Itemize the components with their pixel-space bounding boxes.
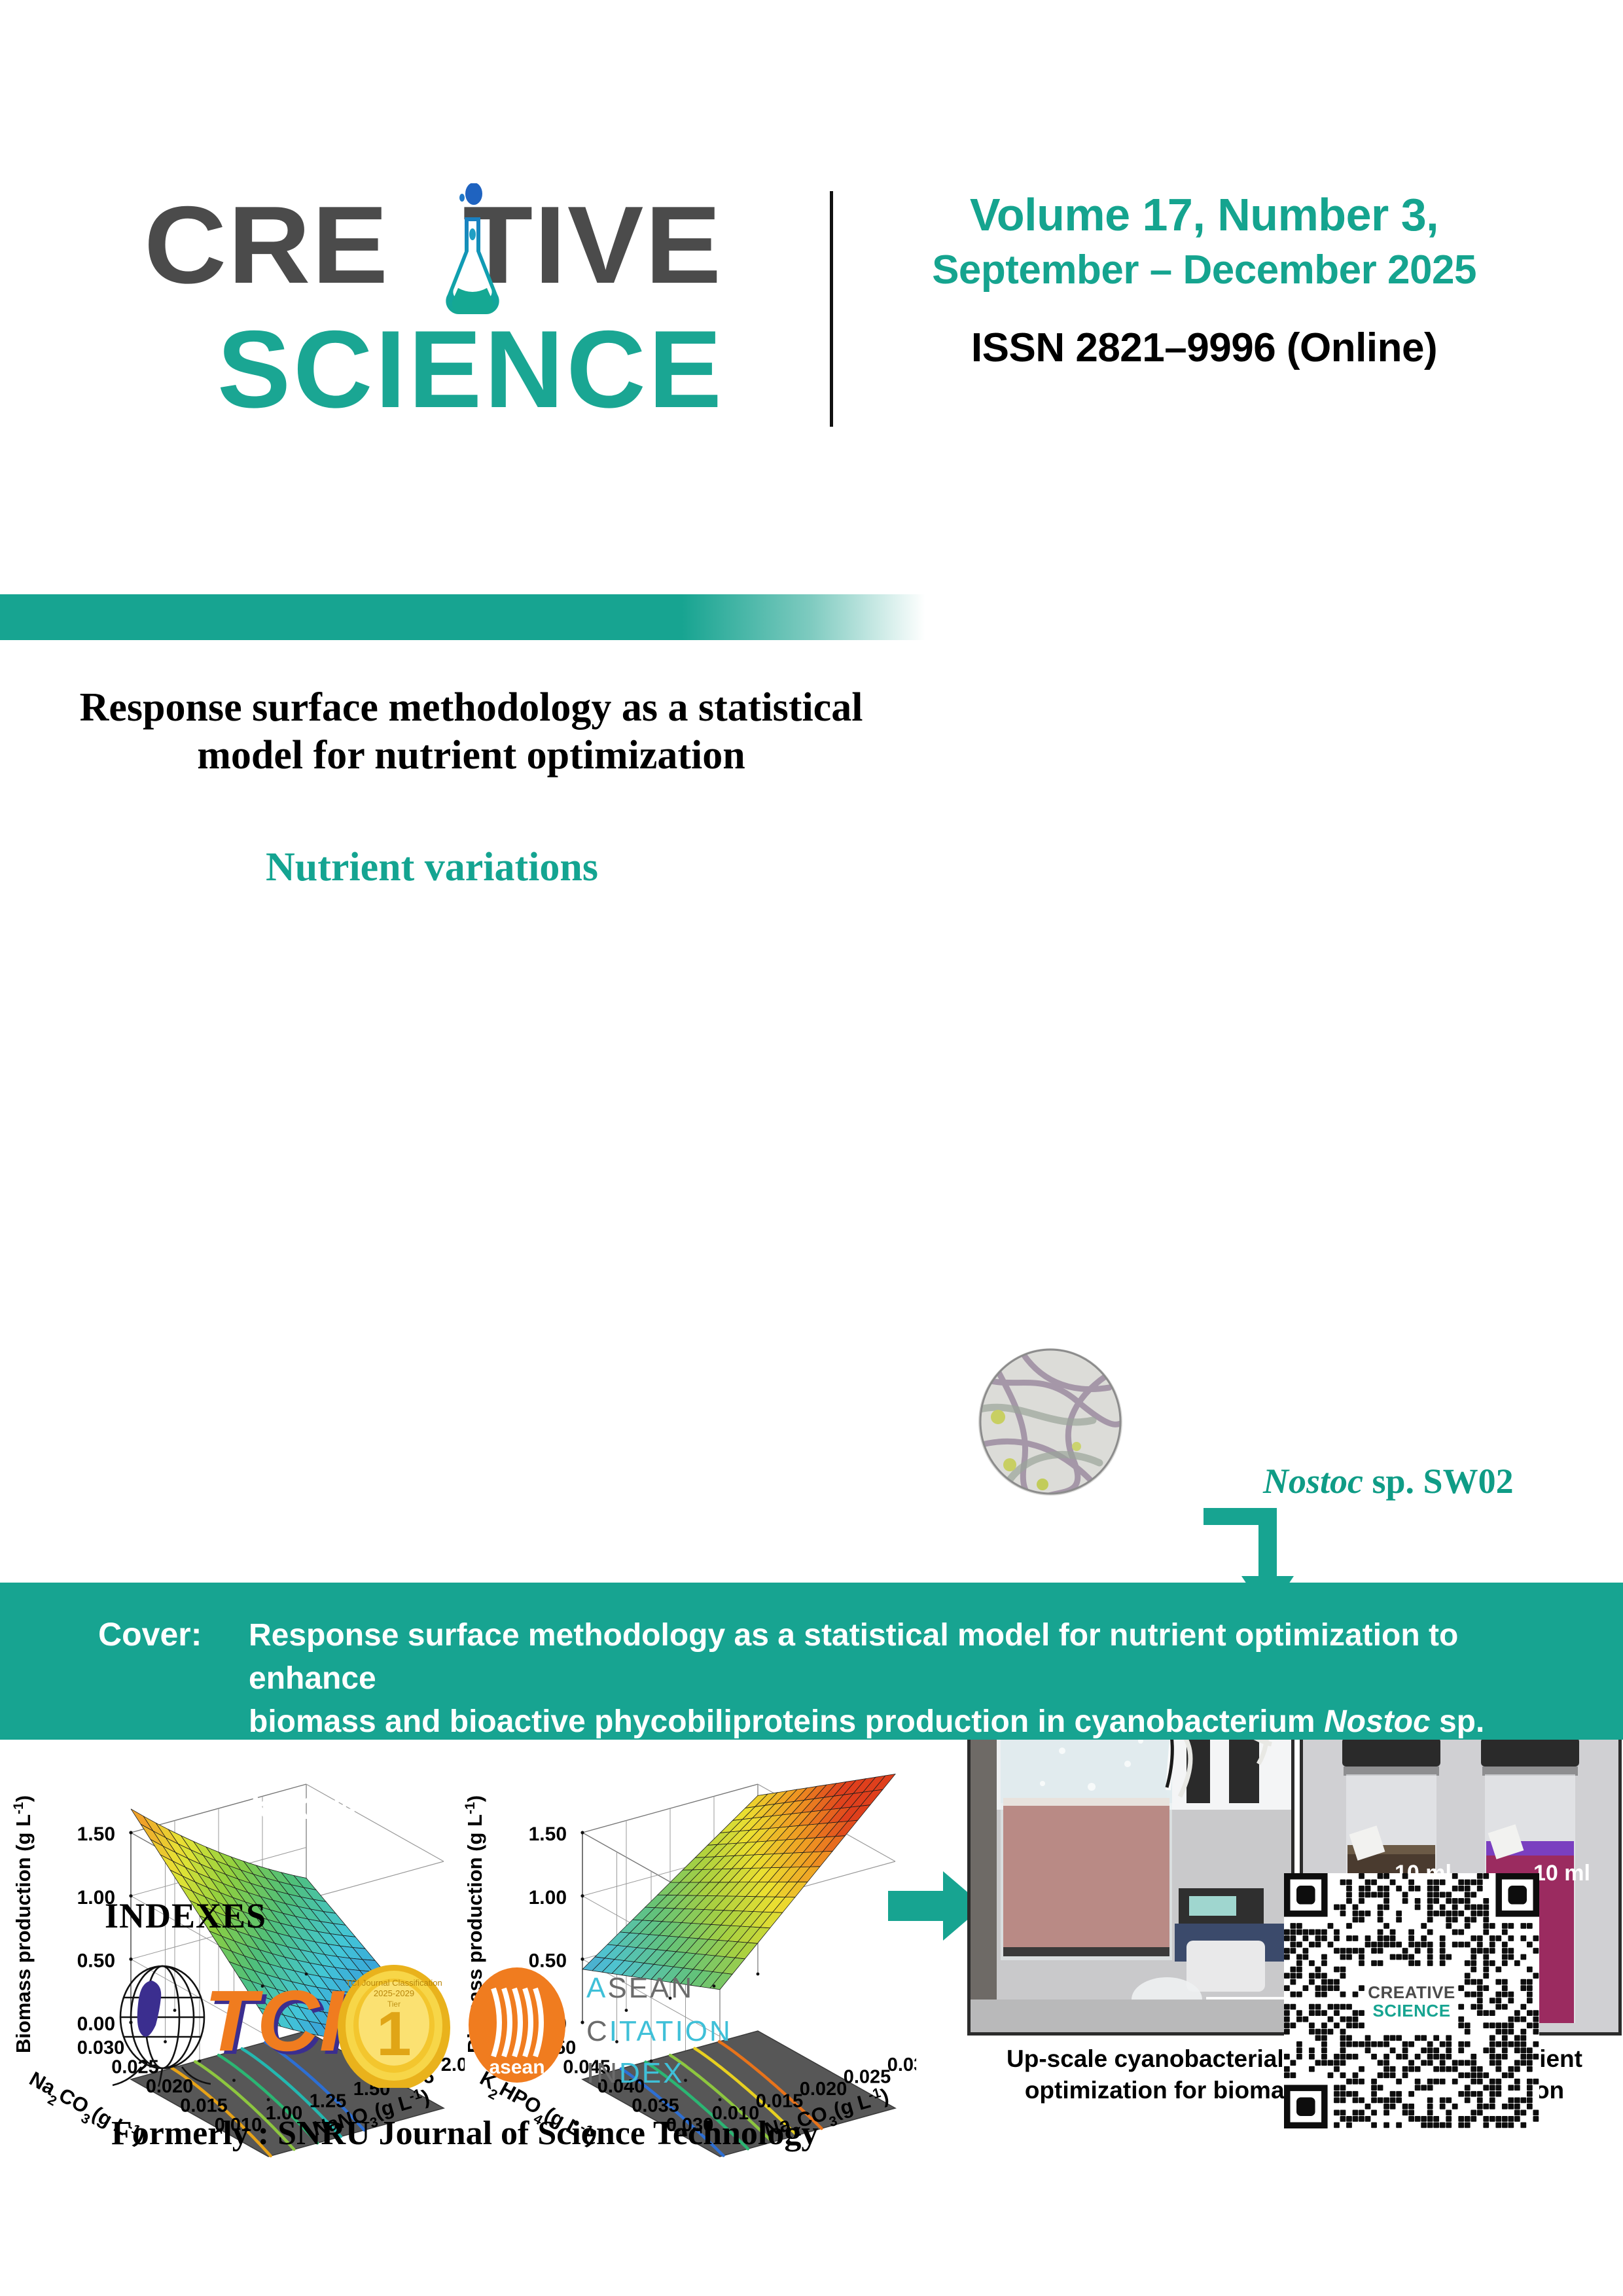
x-tick-r-0.040: 0.040 [597, 2076, 645, 2097]
svg-text:CREATIVE: CREATIVE [1368, 1982, 1455, 2002]
logo-creative-part2: TIVE [463, 183, 723, 306]
tci-tier1-medal-icon: 1 TCI Journal Classification 2025-2029 T… [338, 1965, 450, 2090]
x-tick-0.020: 0.020 [146, 2076, 194, 2097]
cover-description: Response surface methodology as a statis… [249, 1614, 1525, 1831]
volume-number: Volume 17, Number 3, [969, 189, 1439, 240]
journal-logo: CRE TIVE SCIENCE [131, 183, 825, 458]
y-tick-1.25: 1.25 [310, 2091, 346, 2112]
vial-right-volume: 10 ml [1533, 1861, 1590, 1886]
masthead-divider [830, 191, 833, 427]
z-tick-0.50: 0.50 [77, 1950, 115, 1971]
z-tick-r-1.50: 1.50 [529, 1823, 567, 1845]
graphic-abstract: Response surface methodology as a statis… [0, 655, 1623, 2158]
former-title: Formerly : SNRU Journal of Science Techn… [111, 2115, 819, 2152]
x-tick-0.010: 0.010 [215, 2115, 262, 2136]
x-tick-r-0.035: 0.035 [632, 2096, 679, 2117]
tci-wordmark-shadow: TCI [208, 1976, 349, 2072]
y-tick-1.00: 1.00 [266, 2103, 302, 2124]
aci-line-1: ASEAN [586, 1972, 694, 2004]
x-tick-0.015: 0.015 [180, 2096, 228, 2117]
cover-label: Cover: [98, 1616, 202, 1653]
micrograph-nostoc [978, 1348, 1122, 1496]
logo-creative-part1: CRE [144, 183, 390, 306]
svg-text:SCIENCE: SCIENCE [1372, 2001, 1450, 2020]
logo-creative-text: CRE TIVE [144, 190, 722, 300]
flask-icon [427, 183, 518, 321]
cover-authors: K. Kula et al. [249, 1791, 438, 1826]
x-tick-r-0.030: 0.030 [666, 2115, 714, 2136]
medal-caption: TCI Journal Classification [346, 1978, 442, 1988]
logo-science-text: SCIENCE [217, 308, 724, 431]
z-tick-1.00: 1.00 [77, 1887, 115, 1909]
tci-wordmark: TCI [204, 1973, 345, 2069]
teal-divider-bar [0, 594, 1623, 640]
z-tick-r-1.00: 1.00 [529, 1887, 567, 1909]
z-tick-r-0.50: 0.50 [529, 1950, 567, 1971]
z-tick-0.00: 0.00 [77, 2013, 115, 2035]
issue-info: Volume 17, Number 3, September – Decembe… [857, 190, 1551, 371]
y-tick-r-0.010: 0.010 [712, 2103, 760, 2124]
y-tick-r-0.030: 0.030 [887, 2054, 916, 2075]
asean-wordmark: asean [489, 2056, 544, 2078]
indexes-heading: INDEXES [105, 1896, 267, 1935]
masthead: CRE TIVE SCIENCE V [0, 164, 1623, 504]
y-tick-r-0.020: 0.020 [800, 2079, 847, 2100]
asean-logo-icon: asean [469, 1967, 565, 2083]
y-tick-r-0.025: 0.025 [844, 2067, 891, 2088]
aci-line-2: CITATION [586, 2015, 732, 2047]
z-tick-1.50: 1.50 [77, 1823, 115, 1845]
x-tick-0.030: 0.030 [77, 2037, 125, 2058]
qr-code[interactable]: CREATIVE SCIENCE [1284, 1873, 1539, 2128]
surface-plot-k2hpo4-na2co3: Biomass production (g L-1)0.000.501.001.… [458, 1728, 935, 2160]
abstract-title: Response surface methodology as a statis… [79, 685, 863, 778]
medal-years: 2025-2029 [374, 1988, 414, 1998]
svg-text:1: 1 [376, 1999, 411, 2069]
y-tick-r-0.015: 0.015 [756, 2091, 804, 2112]
organism-label: Nostoc sp. SW02 [1263, 1461, 1514, 1501]
medal-tier: Tier [387, 2000, 401, 2009]
tci-globe-icon [112, 1965, 211, 2087]
issn: ISSN 2821–9996 (Online) [971, 325, 1438, 370]
aci-line-3: INDEX [586, 2057, 684, 2088]
nutrient-variations-heading: Nutrient variations [265, 845, 599, 889]
cover-line-1: Response surface methodology as a statis… [249, 1618, 1459, 1696]
right-arrow-icon [887, 1869, 985, 1944]
cover-line-2: biomass and bioactive phycobiliproteins … [249, 1704, 1485, 1783]
organism-genus: Nostoc [1263, 1462, 1363, 1501]
index-logo-group: TCI TCI 1 TCI Journal Classification 202… [98, 1957, 831, 2090]
x-tick-r-0.045: 0.045 [563, 2057, 611, 2078]
cover-description-band: Cover: Response surface methodology as a… [0, 1583, 1623, 1826]
issue-dates: September – December 2025 [932, 247, 1476, 293]
organism-species: sp. SW02 [1363, 1462, 1514, 1501]
z-axis-label-left: Biomass production (g L-1) [11, 1795, 35, 2053]
